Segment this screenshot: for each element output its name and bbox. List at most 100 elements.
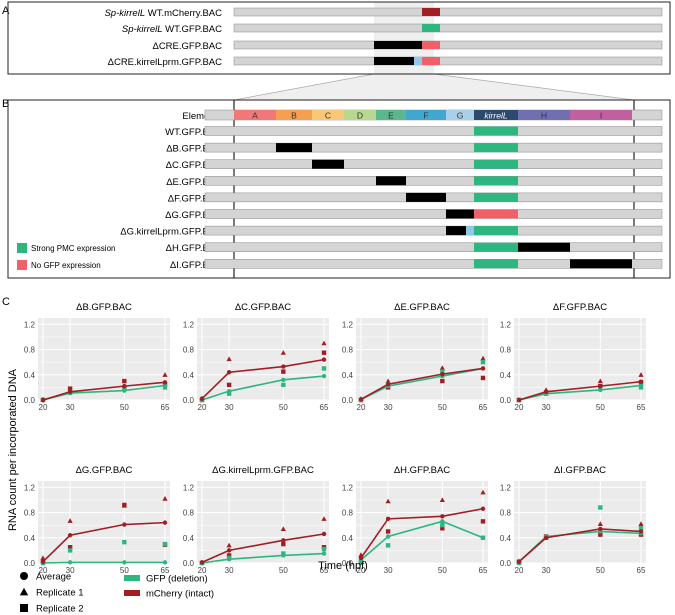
replicate1-mcherry-marker (67, 518, 73, 523)
replicate2-gfp-marker (480, 359, 486, 365)
deletion-segment (446, 226, 466, 236)
y-tick-label: 0.4 (342, 371, 354, 380)
panel-b-legend-swatch (17, 243, 27, 253)
plot-area (356, 318, 488, 400)
subplot-title: ΔG.kirrelLprm.GFP.BAC (212, 465, 314, 476)
element-segment (276, 110, 312, 120)
y-tick-label: 0.0 (500, 559, 512, 568)
mcherry-average-point (226, 370, 232, 375)
y-tick-label: 0.4 (183, 534, 195, 543)
mcherry-line (201, 533, 325, 564)
deletion-segment (570, 259, 632, 269)
subplot-title: ΔB.GFP.BAC (76, 302, 132, 313)
gfp-line (42, 561, 165, 564)
panel-b-bac-bar (204, 242, 663, 252)
y-tick-label: 0.4 (500, 371, 512, 380)
y-tick-label: 0.0 (183, 559, 195, 568)
mcherry-average-point (281, 538, 286, 543)
replicate1-mcherry-marker (280, 350, 286, 355)
element-segment (474, 110, 518, 120)
legend-replicate1-icon (19, 587, 29, 596)
mcherry-average-point (440, 514, 445, 519)
replicate1-mcherry-marker (385, 498, 391, 504)
replicate2-gfp-marker (638, 526, 644, 531)
mcherry-average-point (281, 364, 286, 369)
x-tick-label: 30 (542, 566, 551, 575)
replicate2-mcherry-marker (226, 382, 232, 388)
x-tick-label: 20 (39, 403, 48, 412)
replicate2-gfp-marker (440, 369, 445, 374)
panel-a-construct-label: Sp-kirrelL WT.mCherry.BAC (104, 8, 222, 19)
mcherry-average-point (358, 397, 364, 402)
element-label: B (291, 111, 297, 121)
x-tick-label: 30 (225, 403, 234, 412)
mcherry-average-point (480, 506, 486, 511)
mcherry-average-point (598, 526, 603, 532)
replicate1-mcherry-marker (162, 372, 168, 377)
subplot: 0.0 0.4 0.8 1.2 20 30 50 65 ΔE.GFP.BAC (342, 302, 488, 412)
gfp-average-point (162, 560, 168, 565)
y-tick-label: 0.8 (500, 509, 512, 518)
x-tick-label: 30 (384, 566, 393, 575)
mcherry-line (42, 521, 166, 563)
mcherry-average-point (440, 371, 445, 377)
gfp-average-point (122, 560, 127, 565)
subplot-title: ΔC.GFP.BAC (235, 302, 291, 313)
panel-a-box (7, 1, 671, 75)
mcherry-line (42, 381, 166, 401)
deletion-segment (446, 209, 474, 219)
replicate1-mcherry-marker (480, 355, 486, 361)
mcherry-average-point (598, 383, 603, 389)
zoom-highlight (374, 2, 434, 74)
subplot: 0.0 0.4 0.8 1.2 20 30 50 65 ΔB.GFP.BAC (24, 302, 170, 412)
panel-a-bar-segment (422, 57, 440, 65)
element-label: H (541, 111, 547, 121)
x-tick-label: 30 (384, 403, 393, 412)
kirrel-segment (474, 159, 518, 169)
mcherry-average-point (321, 357, 327, 362)
panel-b-bac-bar (204, 225, 663, 236)
legend-average-icon (20, 572, 28, 580)
replicate2-mcherry-marker (67, 545, 73, 550)
kirrel-segment (474, 242, 518, 252)
mcherry-line (360, 367, 484, 401)
replicate2-mcherry-marker (321, 350, 327, 355)
replicate2-gfp-marker (321, 366, 327, 371)
replicate2-mcherry-marker (122, 502, 127, 508)
panel-b-bac-bar (204, 142, 663, 153)
mcherry-average-point (638, 379, 644, 384)
gfp-line (360, 520, 484, 561)
mcherry-average-point (385, 382, 391, 387)
replicate2-gfp-marker (321, 546, 327, 552)
plot-area (356, 481, 488, 563)
y-tick-label: 0.8 (183, 509, 195, 518)
legend-shape-label: Average (36, 572, 71, 583)
plot-area (197, 481, 329, 563)
element-label: C (325, 111, 331, 121)
plot-area (514, 318, 646, 400)
promoter-segment (466, 226, 474, 236)
x-tick-label: 65 (637, 566, 646, 575)
deletion-segment (376, 176, 406, 186)
y-tick-label: 0.8 (24, 346, 36, 355)
x-tick-label: 50 (279, 566, 288, 575)
replicate1-mcherry-marker (597, 521, 603, 526)
zoom-line-left (233, 73, 375, 101)
subplot-title: ΔE.GFP.BAC (394, 302, 450, 313)
gfp-average-point (638, 383, 644, 388)
mcherry-average-point (516, 559, 522, 564)
panel-b-bac-bar (204, 176, 663, 186)
x-tick-label: 20 (198, 566, 207, 575)
replicate2-mcherry-marker (67, 386, 73, 391)
panel-b-bac-bar (204, 126, 663, 136)
mcherry-average-point (199, 396, 205, 401)
x-tick-label: 30 (66, 403, 75, 412)
gfp-line (360, 367, 484, 401)
subplot: 0.0 0.4 0.8 1.2 20 30 50 65 ΔI.GFP.BAC (500, 465, 646, 575)
bottom-legend: Average Replicate 1 Replicate 2 GFP (deleti… (19, 572, 214, 615)
kirrel-segment (474, 143, 518, 153)
plot-area (38, 481, 170, 563)
replicate2-gfp-marker (162, 541, 168, 547)
replicate1-mcherry-marker (162, 496, 168, 501)
gfp-line (201, 375, 325, 401)
